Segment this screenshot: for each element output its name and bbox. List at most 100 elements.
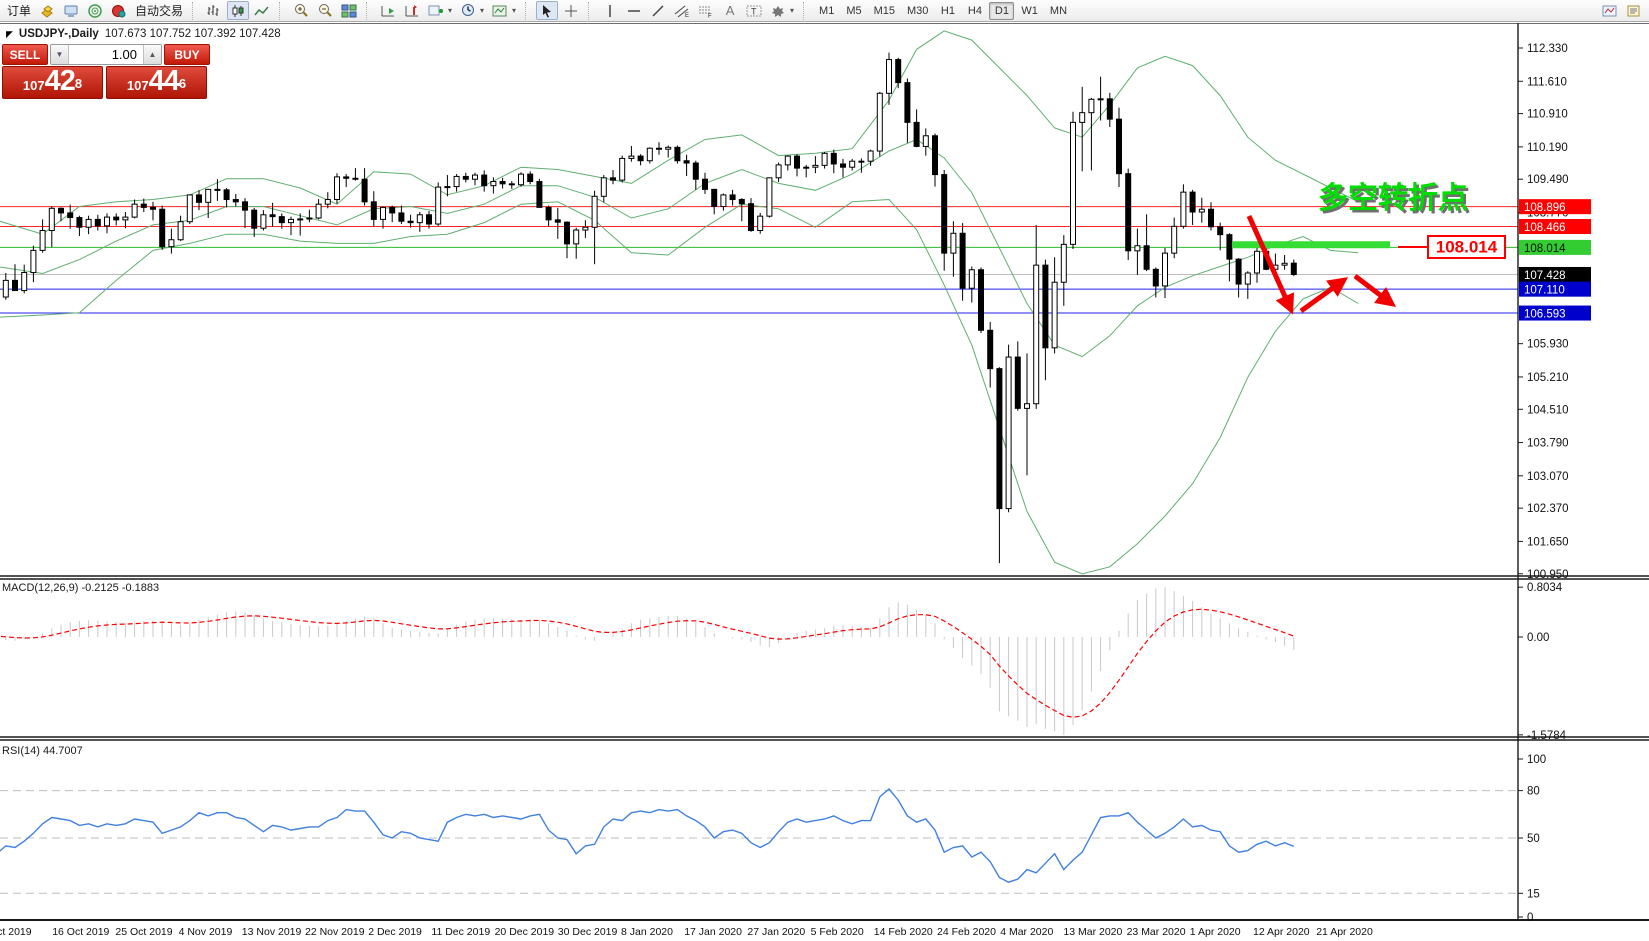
timeframe-D1[interactable]: D1 <box>989 1 1015 20</box>
news-icon[interactable] <box>1623 1 1645 20</box>
terminal-icon[interactable] <box>60 1 82 20</box>
sell-button[interactable]: SELL <box>2 44 48 65</box>
candle-body <box>361 178 368 203</box>
price-label-box[interactable] <box>1427 235 1506 259</box>
trend-arrow-annotation[interactable] <box>1246 214 1295 315</box>
price-tick-label: 109.490 <box>1527 174 1569 186</box>
candle-body <box>196 194 202 203</box>
macd-tick-label: 0.8034 <box>1527 582 1563 594</box>
buy-price-big-figure: 107 <box>126 78 149 93</box>
candle-body <box>637 155 644 162</box>
candle-body <box>1226 234 1233 260</box>
channel-tool-icon[interactable]: E <box>671 1 693 20</box>
candle-body <box>453 175 460 188</box>
candle-body <box>389 206 396 214</box>
crosshair-icon[interactable] <box>560 1 582 20</box>
symbol-header: ◤ USDJPY-,Daily 107.673 107.752 107.392 … <box>6 28 281 40</box>
candle-body <box>702 178 708 190</box>
candle-body <box>1014 356 1021 409</box>
candle-body <box>1235 258 1242 285</box>
chart-shift-icon[interactable] <box>401 1 423 20</box>
add-indicator-caret[interactable]: ▾ <box>448 6 453 15</box>
price-tick-label: 103.070 <box>1527 471 1569 483</box>
candle-body <box>150 206 156 210</box>
buy-price-point: 6 <box>178 76 187 91</box>
candle-chart-type-icon[interactable] <box>227 1 250 20</box>
buy-button[interactable]: BUY <box>164 44 210 65</box>
timeframe-H1[interactable]: H1 <box>940 4 955 17</box>
period-clock-icon[interactable] <box>457 1 479 20</box>
horizontal-line-tool-icon[interactable] <box>623 1 645 20</box>
candle-body <box>582 226 589 231</box>
candle-body <box>297 218 304 221</box>
shapes-tool-icon[interactable] <box>767 1 789 20</box>
candle-body <box>2 279 9 298</box>
candle-body <box>1281 262 1288 266</box>
pivot-text-annotation: 多空转折点 <box>1318 182 1468 215</box>
candle-body <box>1106 98 1113 120</box>
radar-icon[interactable] <box>84 1 106 20</box>
candle-body <box>343 176 350 179</box>
date-axis-label: 20 Dec 2019 <box>495 926 555 938</box>
autotrade-button[interactable]: 自动交易 <box>135 4 184 18</box>
date-axis-label: 24 Feb 2020 <box>937 926 996 938</box>
timeframe-M1[interactable]: M1 <box>819 4 835 17</box>
label-tool-icon[interactable]: T <box>743 1 765 20</box>
trendline-tool-icon[interactable] <box>647 1 669 20</box>
autotrade-icon[interactable] <box>108 1 130 20</box>
add-indicator-icon[interactable] <box>425 1 447 20</box>
zoom-out-icon[interactable] <box>314 1 336 20</box>
candle-body <box>895 59 902 84</box>
one-click-trading-widget: SELL ▼ 1.00 ▲ BUY 107 42 8 107 44 6 <box>2 44 210 99</box>
timeframe-M15[interactable]: M15 <box>873 4 895 17</box>
candle-body <box>324 199 331 205</box>
timeframe-W1[interactable]: W1 <box>1021 4 1038 17</box>
candle-body <box>527 173 534 183</box>
candle-body <box>1198 208 1205 213</box>
trend-arrow-annotation[interactable] <box>1299 277 1349 314</box>
template-caret[interactable]: ▾ <box>512 6 517 15</box>
gold-bars-icon[interactable] <box>36 1 58 20</box>
text-tool-icon[interactable]: A <box>725 3 735 18</box>
price-badge <box>1519 305 1591 321</box>
timeframe-MN[interactable]: MN <box>1049 4 1068 17</box>
new-order-button[interactable]: 订单 <box>7 4 32 18</box>
volume-decrease-button[interactable]: ▼ <box>51 45 69 64</box>
chart-canvas[interactable]: 多空转折点 多空转折点 108.014 112.330 111.610 110.910 11… <box>0 23 1649 941</box>
vertical-line-tool-icon[interactable] <box>599 1 621 20</box>
trend-arrow-annotation[interactable] <box>1353 274 1396 308</box>
period-caret[interactable]: ▾ <box>480 6 485 15</box>
indicator-window-icon[interactable] <box>377 1 399 20</box>
timeframe-H4[interactable]: H4 <box>967 4 982 17</box>
template-icon[interactable] <box>489 1 511 20</box>
price-tick-label: 110.190 <box>1527 142 1568 154</box>
cursor-icon[interactable] <box>536 1 559 20</box>
price-tick-label: 100.950 <box>1527 569 1569 581</box>
candle-body <box>472 174 478 180</box>
fibonacci-tool-icon[interactable]: F <box>695 1 717 20</box>
rsi-tick-label: 15 <box>1527 888 1540 900</box>
candle-body <box>186 194 193 223</box>
price-badge <box>1519 239 1591 255</box>
candle-body <box>499 181 506 185</box>
rsi-tick-label: 0 <box>1527 912 1533 924</box>
sell-price-point: 8 <box>74 76 83 91</box>
chart-window-icon[interactable] <box>1599 1 1621 20</box>
volume-increase-button[interactable]: ▲ <box>143 45 161 64</box>
timeframe-M5[interactable]: M5 <box>846 4 862 17</box>
sell-price-display[interactable]: 107 42 8 <box>2 66 103 99</box>
tile-windows-icon[interactable] <box>338 1 360 20</box>
price-tick-label: 112.330 <box>1527 43 1568 55</box>
zoom-in-icon[interactable] <box>290 1 312 20</box>
candle-body <box>39 229 46 251</box>
bar-chart-type-icon[interactable] <box>203 1 225 20</box>
toolbar-separator <box>192 1 197 20</box>
shapes-caret[interactable]: ▾ <box>790 6 795 15</box>
buy-price-display[interactable]: 107 44 6 <box>106 66 207 99</box>
candle-body <box>481 174 488 187</box>
candle-body <box>692 162 699 180</box>
volume-input[interactable]: 1.00 <box>111 47 137 62</box>
timeframe-M30[interactable]: M30 <box>907 4 929 17</box>
line-chart-type-icon[interactable] <box>251 1 273 20</box>
candle-body <box>554 219 561 223</box>
